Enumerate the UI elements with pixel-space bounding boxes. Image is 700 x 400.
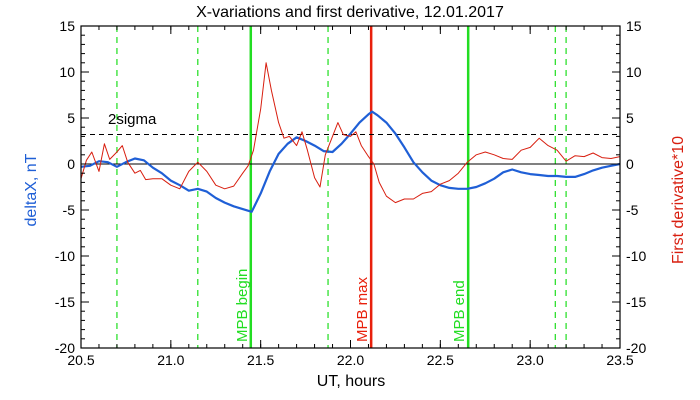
- y-tick-label-right: 0: [626, 156, 634, 172]
- y-tick-label-left: 5: [67, 110, 75, 126]
- vertical-markers-layer: [116, 26, 567, 348]
- x-tick-label: 22.0: [337, 352, 364, 368]
- marker-label: MPB end: [451, 280, 468, 342]
- plot-frame: [80, 25, 621, 349]
- x-tick-label: 23.0: [517, 352, 544, 368]
- y-tick-label-left: 0: [67, 156, 75, 172]
- y-tick-label-right: -10: [626, 248, 646, 264]
- x-tick-label: 21.5: [247, 352, 274, 368]
- marker-label: MPB max: [354, 276, 371, 342]
- x-tick-label: 23.5: [606, 352, 633, 368]
- y-tick-label-right: -20: [626, 340, 646, 356]
- series-layer: [80, 62, 621, 213]
- x-tick-label: 22.5: [427, 352, 454, 368]
- x-tick-label: 21.0: [157, 352, 184, 368]
- reference-lines-layer: [81, 134, 620, 165]
- y-tick-label-left: -10: [55, 248, 75, 264]
- sigma-label: 2sigma: [108, 111, 157, 128]
- y-tick-label-right: 15: [626, 18, 642, 34]
- x-tick-label: 20.5: [67, 352, 94, 368]
- y-tick-label-left: 10: [59, 64, 75, 80]
- y-tick-label-left: -15: [55, 294, 75, 310]
- y-tick-label-right: -5: [626, 202, 639, 218]
- y-tick-label-left: -20: [55, 340, 75, 356]
- marker-label: MPB begin: [234, 269, 251, 342]
- deltaX-series-line: [80, 110, 621, 213]
- y-axis-label-left: deltaX, nT: [23, 153, 40, 226]
- x-axis-label: UT, hours: [317, 373, 385, 390]
- derivative-series-line: [80, 62, 621, 204]
- marker-labels-layer: MPB begin MPB max MPB end: [234, 269, 468, 342]
- y-tick-label-left: -5: [63, 202, 76, 218]
- chart-title: X-variations and first derivative, 12.01…: [196, 4, 504, 21]
- y-tick-label-right: -15: [626, 294, 646, 310]
- y-tick-label-right: 10: [626, 64, 642, 80]
- axes-layer: 20.5 21.0 21.5 22.0 22.5 23.0 23.5-20 -20-15 -15…: [55, 18, 647, 368]
- y-tick-label-left: 15: [59, 18, 75, 34]
- y-axis-label-right: First derivative*10: [670, 136, 687, 264]
- y-tick-label-right: 5: [626, 110, 634, 126]
